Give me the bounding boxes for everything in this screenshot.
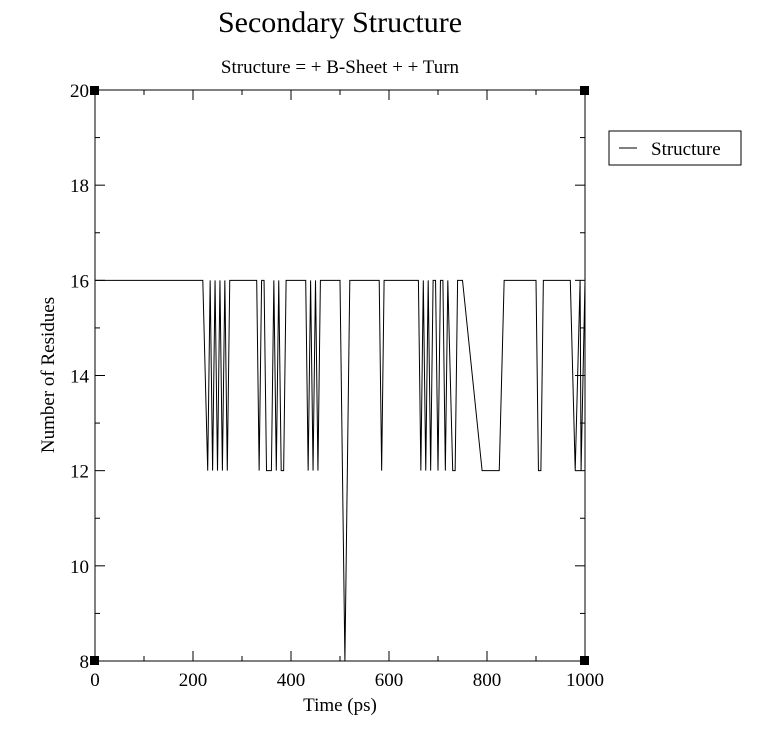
y-tick-label: 10 xyxy=(70,557,89,578)
y-tick-label: 18 xyxy=(70,176,89,197)
chart-title: Secondary Structure xyxy=(218,6,462,39)
tick-labels: 0 200 400 600 800 1000 8 10 12 14 16 18 20 xyxy=(70,81,604,691)
x-tick-label: 800 xyxy=(473,670,502,691)
corner-markers xyxy=(90,86,589,665)
axis-ticks xyxy=(94,89,586,662)
series-line-structure xyxy=(95,279,586,662)
y-tick-label: 8 xyxy=(80,652,90,673)
x-tick-label: 400 xyxy=(277,670,306,691)
x-tick-label: 0 xyxy=(90,670,100,691)
y-tick-label: 12 xyxy=(70,462,89,483)
y-tick-label: 16 xyxy=(70,271,89,292)
y-tick-label: 20 xyxy=(70,81,89,102)
y-tick-label: 14 xyxy=(70,367,90,388)
x-tick-label: 600 xyxy=(375,670,404,691)
corner-marker-top-left xyxy=(90,86,99,95)
corner-marker-bottom-left xyxy=(90,656,99,665)
chart-subtitle: Structure = + B-Sheet + + Turn xyxy=(221,57,460,78)
legend: Structure xyxy=(608,130,742,166)
y-axis-label: Number of Residues xyxy=(38,297,59,453)
series-layer xyxy=(95,279,586,662)
x-axis-label: Time (ps) xyxy=(303,695,377,716)
legend-label: Structure xyxy=(651,139,721,160)
x-tick-label: 200 xyxy=(179,670,208,691)
corner-marker-top-right xyxy=(580,86,589,95)
plot-frame xyxy=(94,89,586,662)
x-tick-label: 1000 xyxy=(566,670,604,691)
corner-marker-bottom-right xyxy=(580,656,589,665)
